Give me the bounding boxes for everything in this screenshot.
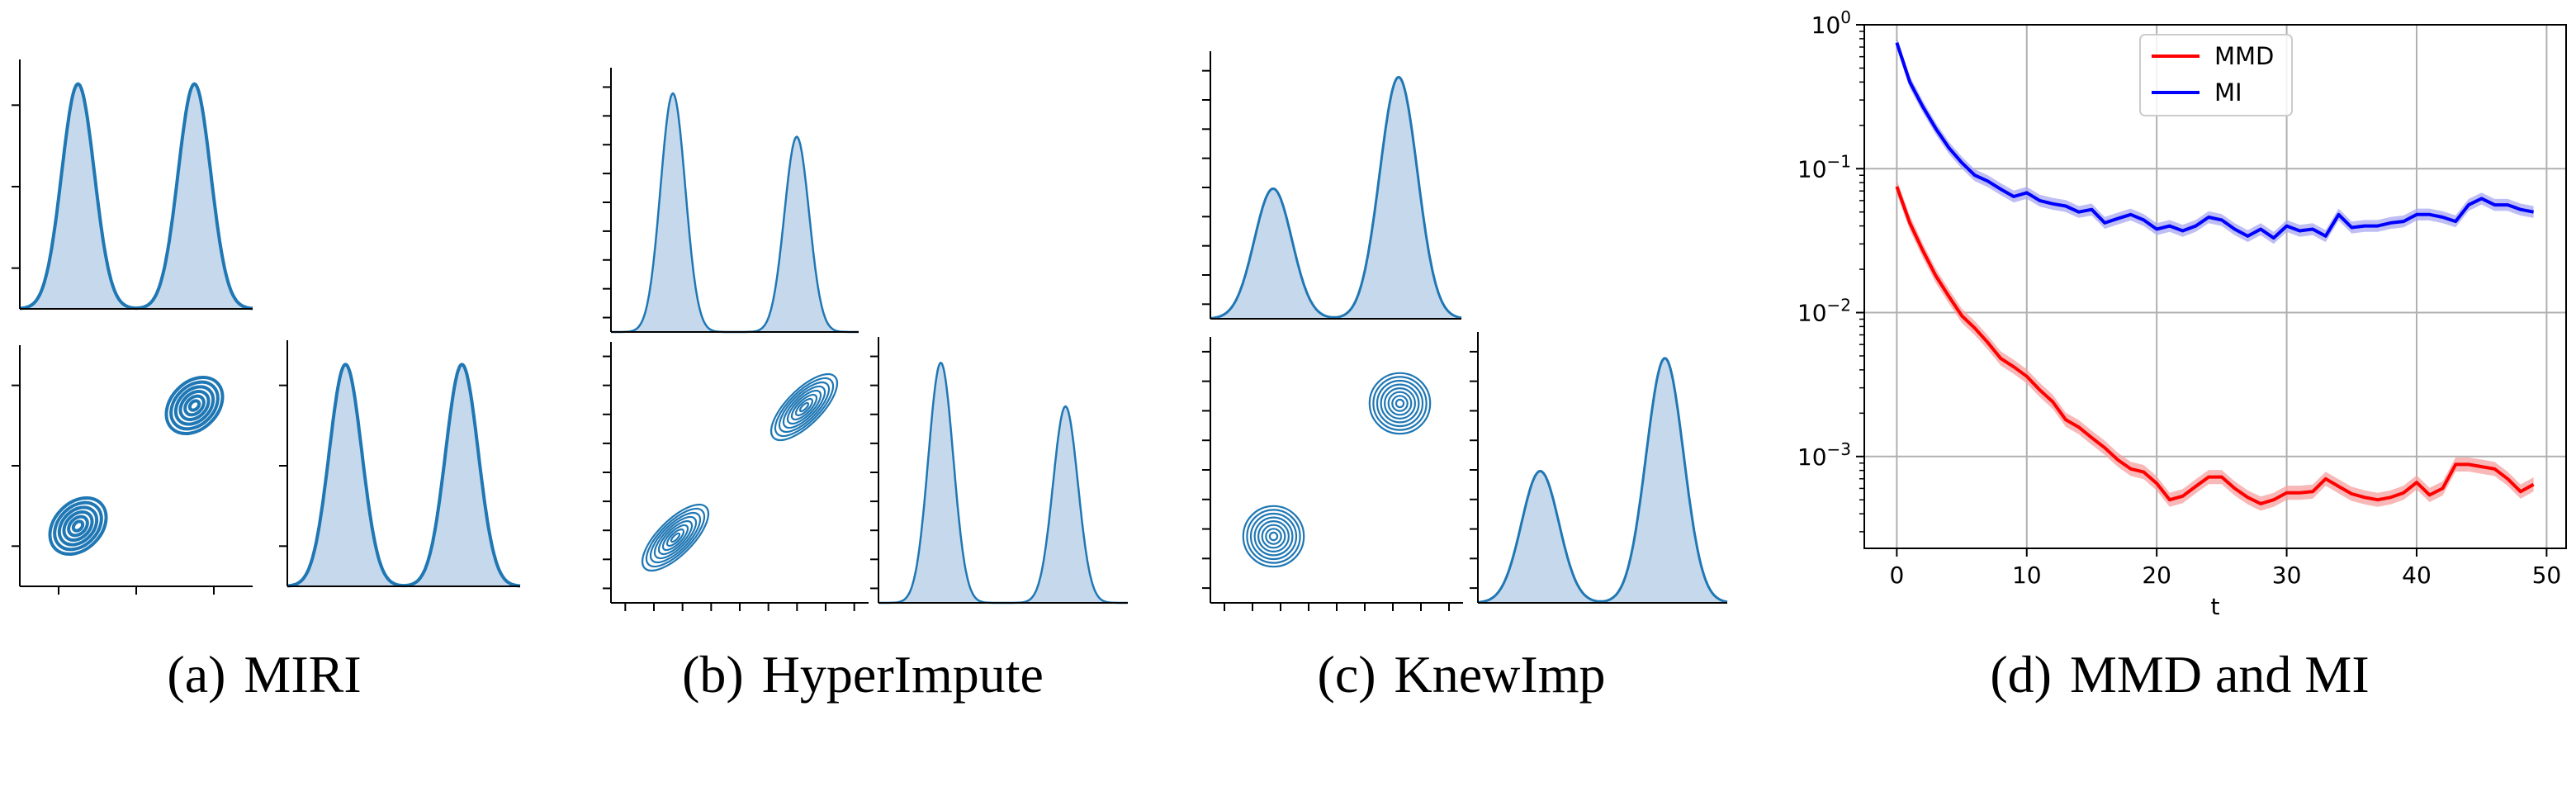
caption-d-prefix: (d) [1990,645,2052,704]
contour-ring [187,399,201,412]
kde-panel-b [603,68,1128,611]
caption-a: (a) MIRI [167,645,361,704]
marginal-y-curve [878,361,1128,604]
contour-ring [1383,387,1416,420]
contour-ring [1249,512,1298,561]
contour-ring [798,401,810,413]
contour-ring [1368,372,1432,435]
series-band-mmd [1896,179,2534,511]
caption-b: (b) HyperImpute [682,645,1044,704]
caption-b-prefix: (b) [682,645,744,704]
contour-ring [670,532,681,543]
caption-c: (c) KnewImp [1318,645,1606,704]
y-tick-label: 10−1 [1797,151,1851,183]
marginal-x-fill [611,93,859,332]
contour-ring [178,389,211,422]
contour-ring [661,524,689,552]
contour-ring [794,397,814,417]
contour-ring [1257,519,1290,552]
contour-ring [774,377,835,438]
caption-a-prefix: (a) [167,645,225,704]
marginal-x-fill [1210,77,1461,320]
x-tick-label: 50 [2532,562,2562,589]
caption-c-prefix: (c) [1318,645,1376,704]
marginal-x-fill [20,83,253,309]
x-tick-label: 30 [2272,562,2302,589]
y-tick-label: 10−2 [1797,296,1851,327]
kde-panels [12,51,1728,611]
axes-frame [1863,24,2567,549]
contour-ring [653,515,698,560]
contour-ring [665,528,685,548]
contour-ring [169,380,220,431]
contour-ring [1376,379,1424,428]
legend: MMD MI [2139,34,2293,116]
contour-ring [782,385,826,429]
contour-ring [173,385,215,426]
series-line-mi [1895,42,2534,240]
contour-ring [53,500,103,552]
contour-ring [71,519,85,533]
contour-ring [1253,516,1294,557]
marginal-x-curve [611,92,859,334]
contour-ring [657,519,694,556]
y-tick-label: 10−3 [1797,439,1851,471]
contour-ring [62,510,94,543]
caption-d: (d) MMD and MI [1990,645,2369,704]
contour-ring [1261,524,1286,549]
marginal-y-fill [287,364,520,586]
contour-ring [641,503,710,572]
y-tick-label: 100 [1811,7,1851,39]
contour-ring [67,514,89,538]
contour-ring [1372,376,1428,431]
marginal-y-curve [1477,357,1728,604]
marginal-y-fill [878,363,1128,603]
contour-ring [645,507,706,568]
contour-ring [164,375,225,436]
contour-ring [790,393,818,421]
legend-label-mmd: MMD [2214,42,2274,70]
mmd-mi-line-chart: 0 10 20 30 40 50 t 100 10−1 10−2 10−3 MMD MI [1797,7,2567,620]
x-tick-label: 10 [2012,562,2042,589]
legend-label-mi: MI [2214,78,2242,107]
series-line-mmd [1895,186,2535,505]
kde-panel-a [12,59,521,595]
caption-d-name: MMD and MI [2070,645,2370,704]
kde-panel-c [1202,51,1728,611]
contour-ring [649,511,702,564]
x-axis-label: t [2211,593,2220,620]
contour-ring [57,505,99,547]
contour-ring [1380,383,1420,424]
contour-ring [1268,531,1279,542]
contour-ring [786,389,822,425]
x-tick-label: 0 [1889,562,1904,589]
contour-ring [1265,528,1282,545]
contour-ring [1387,391,1413,416]
contour-ring [1242,505,1305,568]
contour-ring [1391,395,1409,412]
caption-a-name: MIRI [244,645,361,704]
contour-ring [1395,398,1405,409]
contour-ring [769,372,839,442]
marginal-x-curve [1210,75,1462,320]
caption-c-name: KnewImp [1395,645,1606,704]
contour-ring [1246,509,1301,564]
x-tick-label: 20 [2142,562,2171,589]
contour-ring [183,394,206,417]
caption-b-name: HyperImpute [762,645,1044,704]
x-tick-label: 40 [2402,562,2432,589]
marginal-y-fill [1478,358,1727,603]
contour-ring [778,381,831,434]
contour-ring [48,495,108,557]
